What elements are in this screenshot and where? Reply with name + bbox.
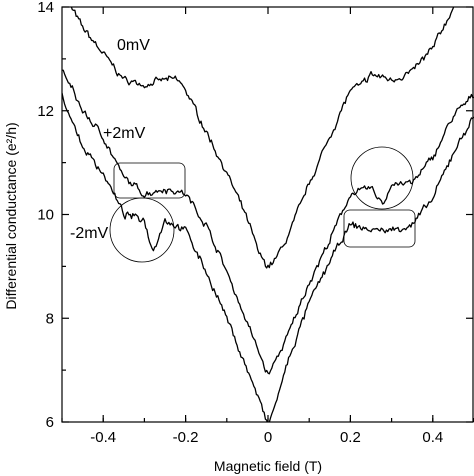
x-tick-label: 0 <box>264 429 272 446</box>
series-line-0 <box>70 7 455 269</box>
annotation-box-right <box>343 209 416 248</box>
y-tick-label: 14 <box>37 0 54 16</box>
series-label-2: -2mV <box>70 225 109 242</box>
annotation-markers <box>109 146 416 263</box>
annotation-box-left <box>113 162 186 199</box>
y-axis-label: Differential conductance (e²/h) <box>3 122 19 309</box>
series-line-2 <box>62 92 474 422</box>
series-label-0: 0mV <box>117 37 150 54</box>
y-tick-label: 8 <box>46 310 54 327</box>
x-axis-label: Magnetic field (T) <box>214 458 322 474</box>
x-tick-label: -0.2 <box>173 429 199 446</box>
y-tick-label: 10 <box>37 207 54 224</box>
y-tick-label: 6 <box>46 414 54 431</box>
y-tick-label: 12 <box>37 103 54 120</box>
plot-layer: 0mV +2mV -2mV <box>62 7 474 422</box>
annotation-circle-left <box>109 197 175 263</box>
x-tick-label: 0.4 <box>422 429 443 446</box>
x-tick-label: -0.4 <box>90 429 116 446</box>
series-group <box>62 7 474 422</box>
x-tick-label: 0.2 <box>340 429 361 446</box>
axes: -0.4 -0.2 0 0.2 0.4 6 8 10 12 14 <box>37 0 474 446</box>
series-line-1 <box>62 69 474 375</box>
annotation-circle-right <box>350 146 414 210</box>
series-label-1: +2mV <box>103 125 146 142</box>
